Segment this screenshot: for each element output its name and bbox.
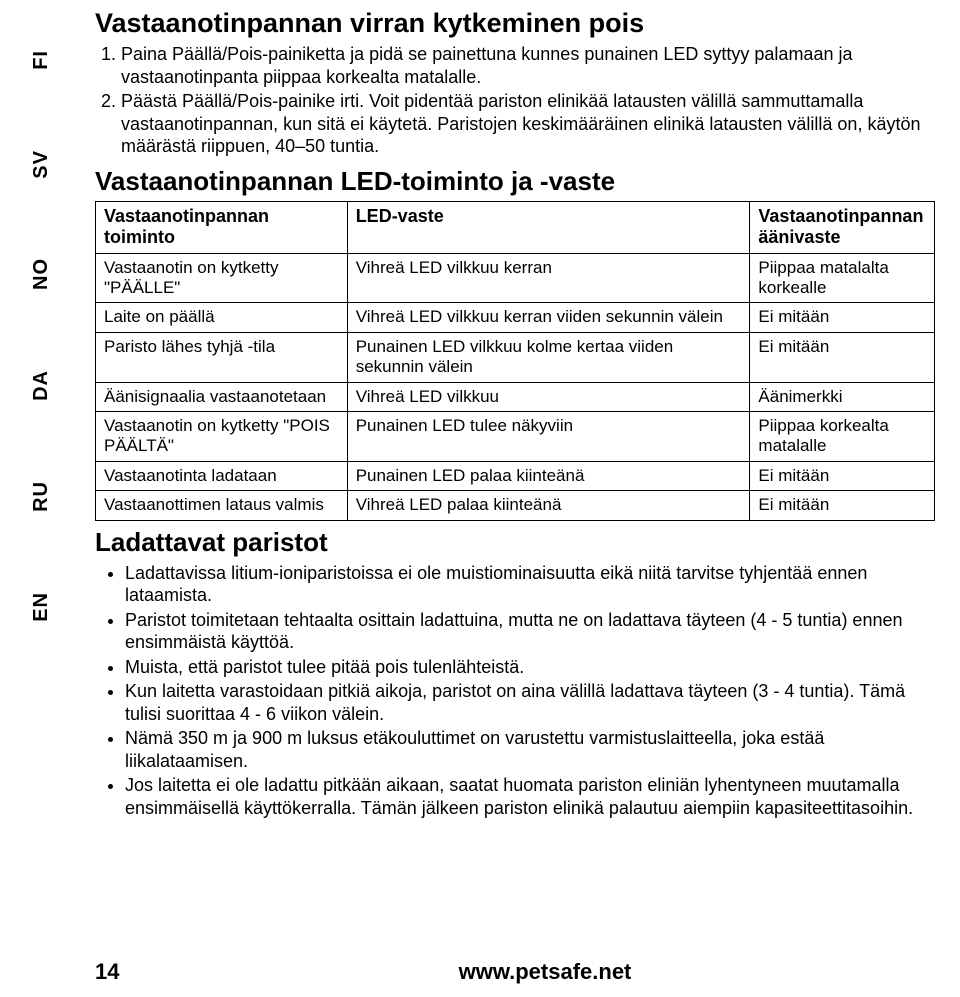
table-cell: Vastaanotinta ladataan [96, 461, 348, 490]
table-cell: Vihreä LED vilkkuu kerran viiden sekunni… [347, 303, 750, 332]
lang-tab-da: DA [22, 330, 62, 441]
table-row: Paristo lähes tyhjä -tila Punainen LED v… [96, 332, 935, 382]
list-item: Kun laitetta varastoidaan pitkiä aikoja,… [125, 680, 935, 725]
table-cell: Laite on päällä [96, 303, 348, 332]
battery-bullets: Ladattavissa litium-ioniparistoissa ei o… [95, 562, 935, 820]
list-item: Jos laitetta ei ole ladattu pitkään aika… [125, 774, 935, 819]
lang-tab-sv: SV [22, 110, 62, 219]
table-row: Vastaanotin on kytketty "POIS PÄÄLTÄ" Pu… [96, 412, 935, 462]
table-row: Vastaanottimen lataus valmis Vihreä LED … [96, 491, 935, 520]
section-title-led: Vastaanotinpannan LED-toiminto ja -vaste [95, 166, 935, 197]
step-item: Päästä Päällä/Pois-painike irti. Voit pi… [121, 90, 935, 158]
table-cell: Piippaa korkealta matalalle [750, 412, 935, 462]
table-row: Äänisignaalia vastaanotetaan Vihreä LED … [96, 382, 935, 411]
table-cell: Piippaa matalalta korkealle [750, 253, 935, 303]
table-cell: Punainen LED tulee näkyviin [347, 412, 750, 462]
table-cell: Ei mitään [750, 332, 935, 382]
table-header-row: Vastaanotinpannan toiminto LED-vaste Vas… [96, 201, 935, 253]
lang-tab-no: NO [22, 218, 62, 330]
table-row: Vastaanotinta ladataan Punainen LED pala… [96, 461, 935, 490]
section-title-batteries: Ladattavat paristot [95, 527, 935, 558]
table-cell: Paristo lähes tyhjä -tila [96, 332, 348, 382]
steps-list: Paina Päällä/Pois-painiketta ja pidä se … [95, 43, 935, 158]
table-cell: Ei mitään [750, 491, 935, 520]
table-cell: Punainen LED vilkkuu kolme kertaa viiden… [347, 332, 750, 382]
table-cell: Vastaanottimen lataus valmis [96, 491, 348, 520]
lang-tab-en: EN [22, 552, 62, 662]
table-row: Laite on päällä Vihreä LED vilkkuu kerra… [96, 303, 935, 332]
step-item: Paina Päällä/Pois-painiketta ja pidä se … [121, 43, 935, 88]
list-item: Nämä 350 m ja 900 m luksus etäkouluttime… [125, 727, 935, 772]
table-cell: Äänisignaalia vastaanotetaan [96, 382, 348, 411]
page-footer: 14 www.petsafe.net [95, 959, 935, 985]
table-cell: Punainen LED palaa kiinteänä [347, 461, 750, 490]
lang-tab-fi: FI [22, 10, 62, 110]
table-cell: Vastaanotin on kytketty "POIS PÄÄLTÄ" [96, 412, 348, 462]
table-cell: Vihreä LED vilkkuu [347, 382, 750, 411]
table-cell: Vihreä LED palaa kiinteänä [347, 491, 750, 520]
list-item: Ladattavissa litium-ioniparistoissa ei o… [125, 562, 935, 607]
main-content: Vastaanotinpannan virran kytkeminen pois… [95, 8, 935, 821]
table-cell: Ei mitään [750, 303, 935, 332]
footer-url: www.petsafe.net [155, 959, 935, 985]
lang-tab-ru: RU [22, 441, 62, 552]
table-row: Vastaanotin on kytketty "PÄÄLLE" Vihreä … [96, 253, 935, 303]
table-cell: Vastaanotin on kytketty "PÄÄLLE" [96, 253, 348, 303]
language-sidebar: FI SV NO DA RU EN [22, 10, 62, 662]
table-header: Vastaanotinpannan toiminto [96, 201, 348, 253]
table-cell: Ei mitään [750, 461, 935, 490]
led-response-table: Vastaanotinpannan toiminto LED-vaste Vas… [95, 201, 935, 521]
table-cell: Äänimerkki [750, 382, 935, 411]
list-item: Paristot toimitetaan tehtaalta osittain … [125, 609, 935, 654]
list-item: Muista, että paristot tulee pitää pois t… [125, 656, 935, 679]
section-title-power-off: Vastaanotinpannan virran kytkeminen pois [95, 8, 935, 39]
page-number: 14 [95, 959, 155, 985]
table-header: LED-vaste [347, 201, 750, 253]
table-cell: Vihreä LED vilkkuu kerran [347, 253, 750, 303]
table-header: Vastaanotinpannan äänivaste [750, 201, 935, 253]
